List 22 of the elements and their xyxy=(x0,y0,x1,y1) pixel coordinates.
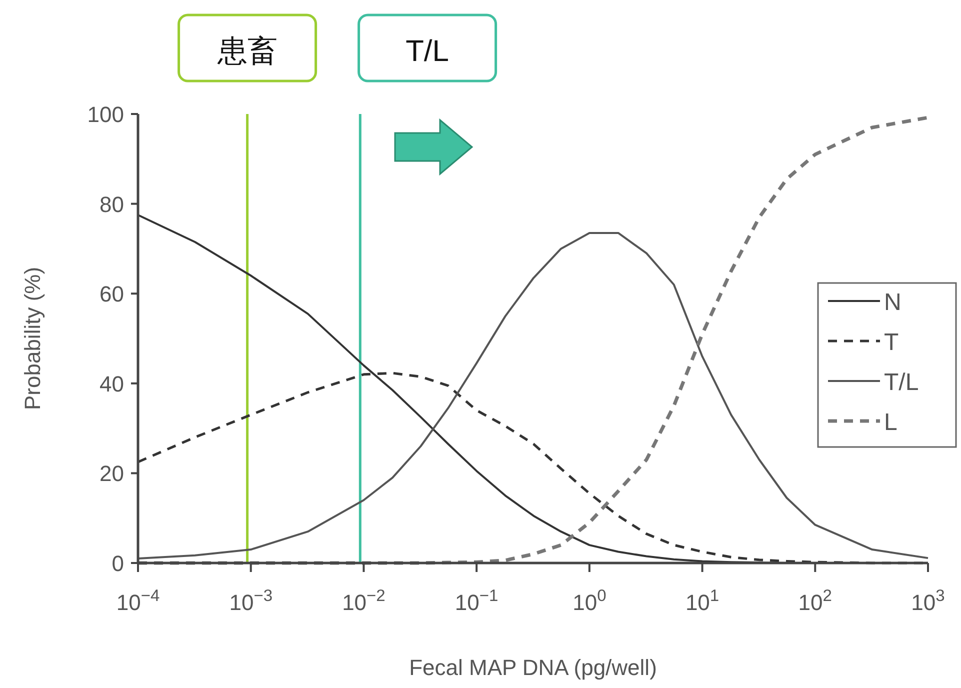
y-tick-label: 100 xyxy=(87,102,124,127)
x-tick-label: 10$^{−1}$ xyxy=(454,587,498,615)
x-tick-label: 10$^{−3}$ xyxy=(229,587,273,615)
x-tick-label: 10$^{2}$ xyxy=(798,587,832,615)
ref-line-label: 患畜 xyxy=(216,35,278,68)
x-tick-label: 10$^{0}$ xyxy=(572,587,606,615)
x-tick-label: 10$^{−2}$ xyxy=(342,587,386,615)
x-tick-label: 10$^{1}$ xyxy=(685,587,720,615)
y-tick-label: 60 xyxy=(100,282,124,307)
ref-line-label: T/L xyxy=(406,35,449,68)
x-tick-label: 10$^{−4}$ xyxy=(116,587,160,615)
legend-label: L xyxy=(884,409,898,436)
x-axis-title: Fecal MAP DNA (pg/well) xyxy=(409,655,657,680)
legend-label: T/L xyxy=(884,369,919,396)
legend-label: T xyxy=(884,329,899,356)
y-axis-title: Probability (%) xyxy=(20,266,45,410)
y-tick-label: 40 xyxy=(100,371,124,396)
y-tick-label: 0 xyxy=(112,551,124,576)
y-tick-label: 80 xyxy=(100,192,124,217)
y-tick-label: 20 xyxy=(100,461,124,486)
legend-label: N xyxy=(884,289,902,316)
x-tick-label: 10$^{3}$ xyxy=(911,587,945,615)
